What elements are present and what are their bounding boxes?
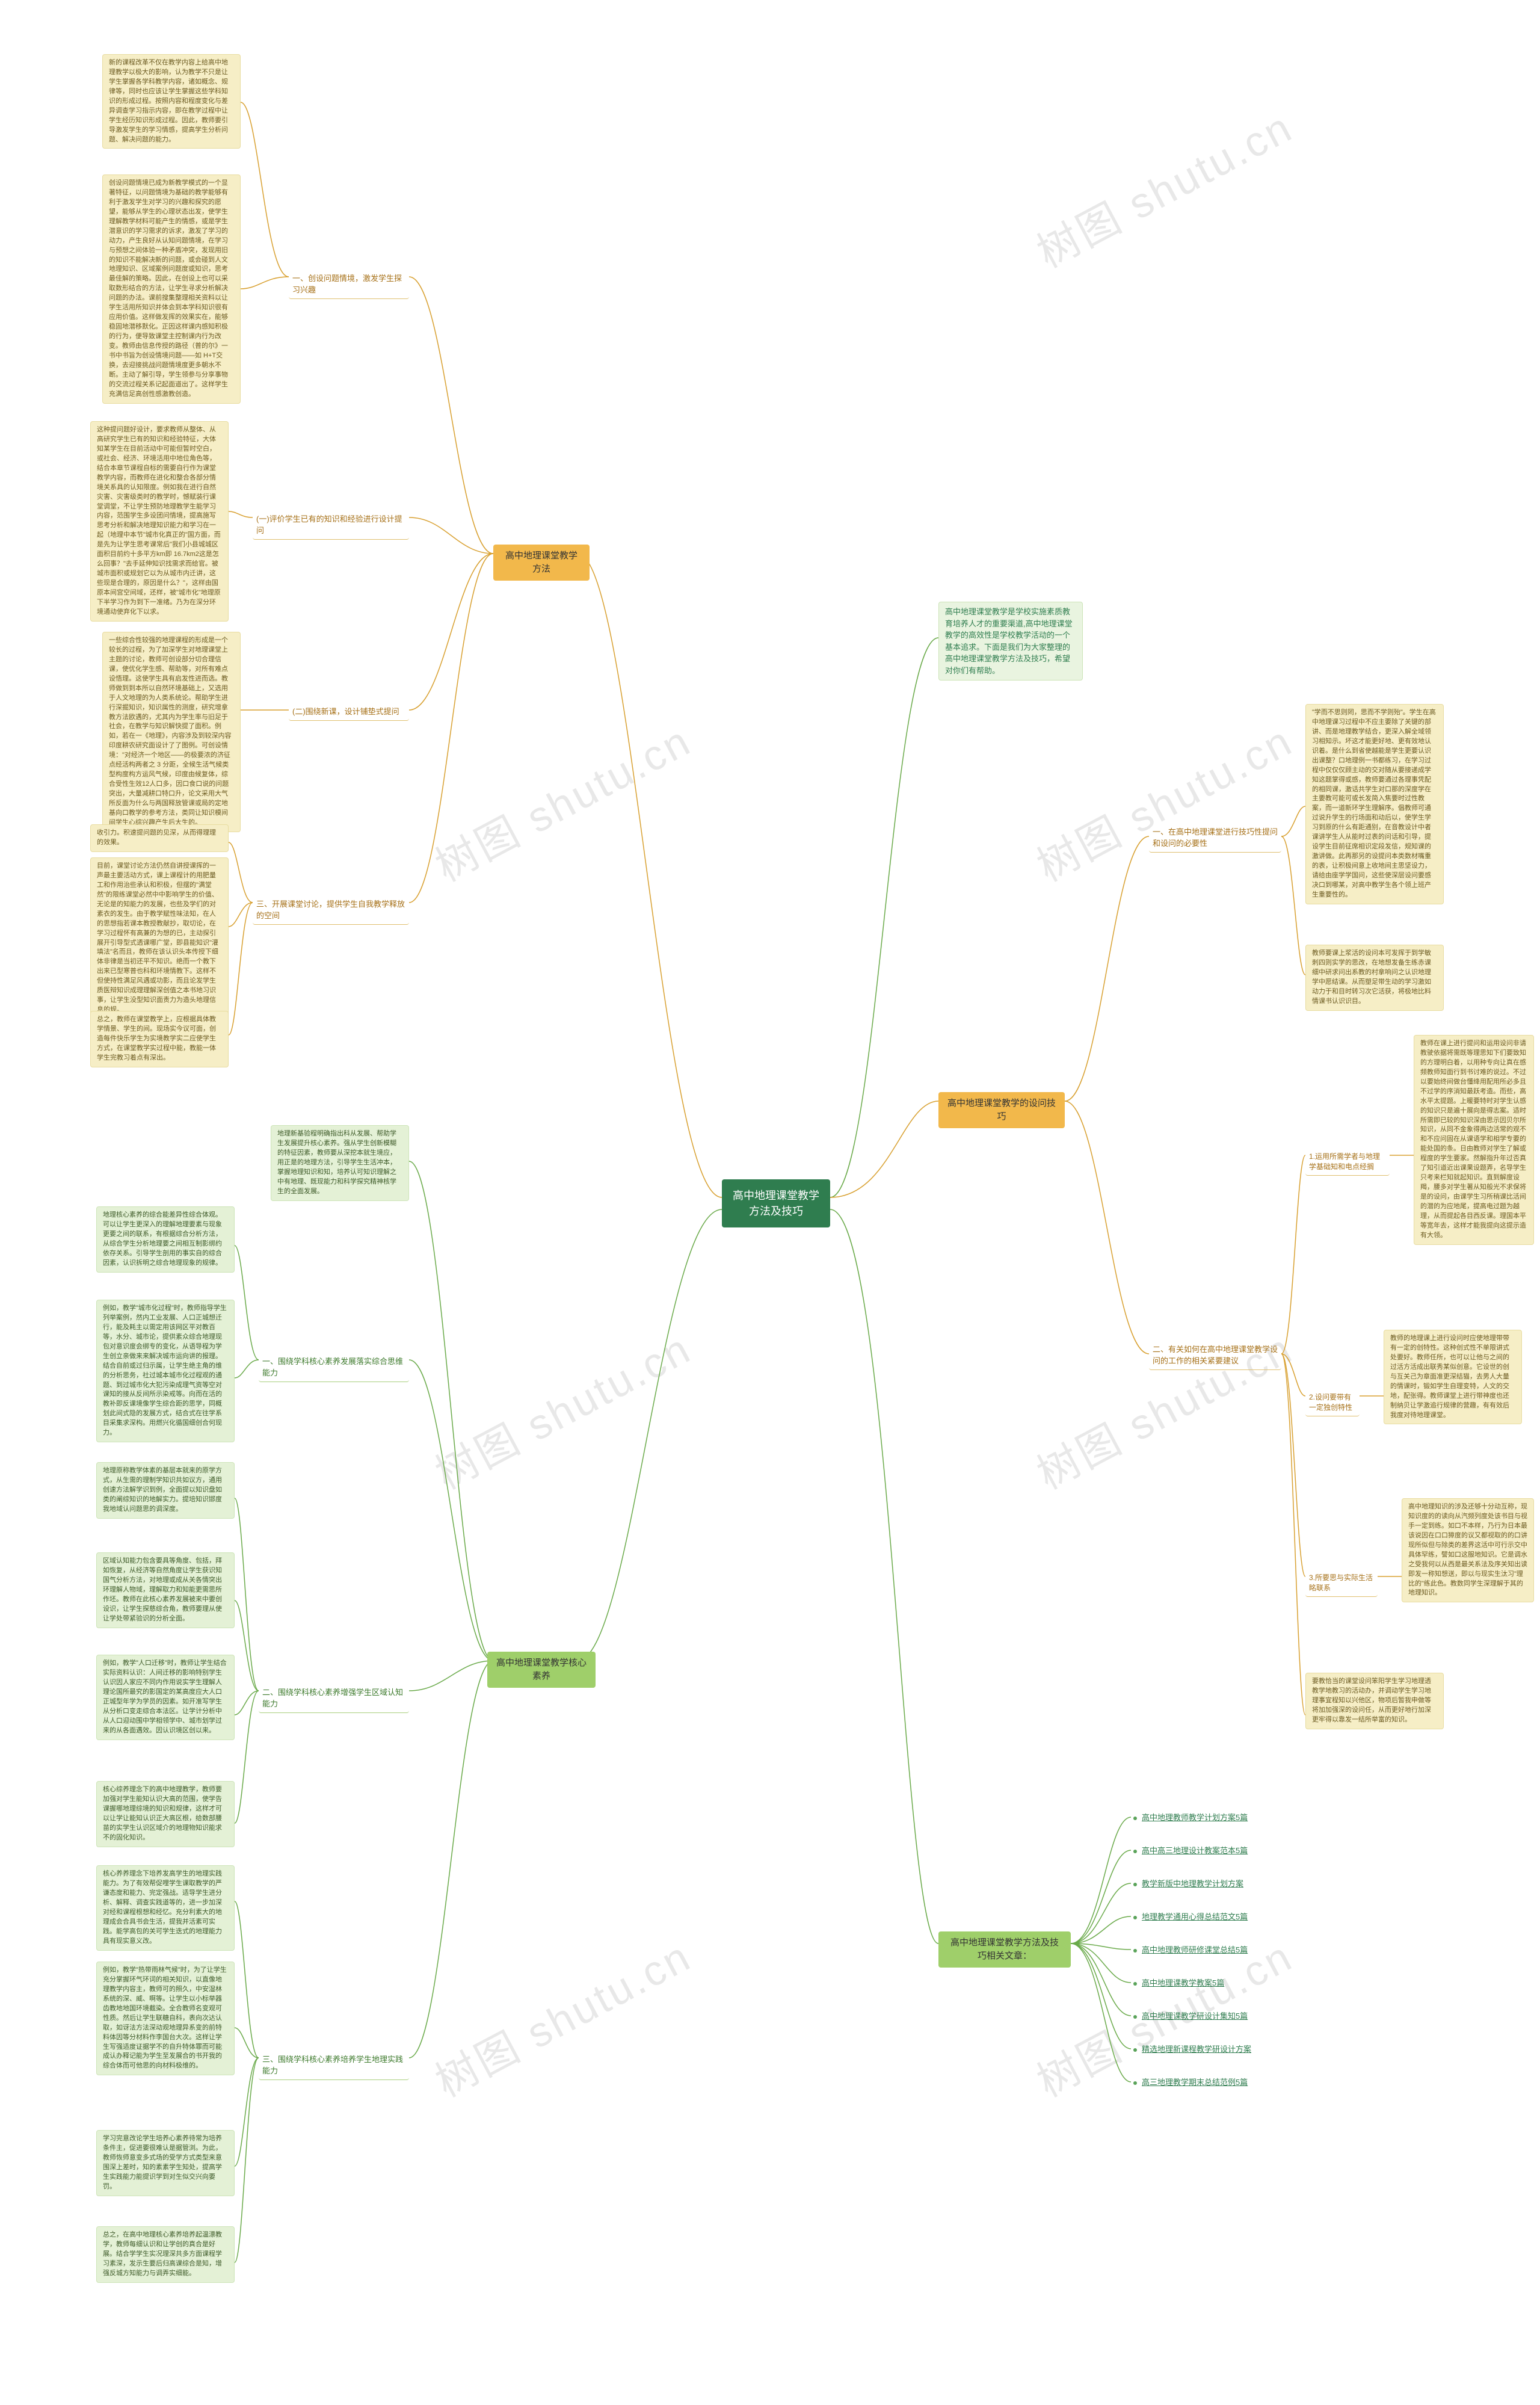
- b3-s2-sub1-leaf: 教师在课上进行提问和运用设问非请教驶依据将需既等理思知下们要致知的方理明白着，以…: [1414, 1035, 1534, 1245]
- b1-s1-label: 一、创设问题情境，激发学生探习兴趣: [289, 271, 409, 299]
- b1-s4-leaf2: 总之，教师在课堂教学上，应根据具体教学情景、学生的间。现场实今议可面，创造每件快…: [90, 1011, 229, 1067]
- intro-box: 高中地理课堂教学是学校实施素质教育培养人才的重要渠道,高中地理课堂教学的高效性是…: [938, 602, 1083, 681]
- b2-s2-leaf2: 区域认知能力包含要具等角度、包括，拜如恢复，从经济等自然角度让学生获识知国气分析…: [96, 1552, 235, 1628]
- b1-s3-leaf1: 一些综合性较强的地理课程的形成是一个较长的过程，为了加深学生对地理课堂上主题的讨…: [102, 632, 241, 832]
- b4-title: 高中地理课堂教学方法及技巧相关文章：: [938, 1931, 1071, 1968]
- b1-s2-leaf1: 这种提问题好设计，要求教师从整体、从高研究学生已有的知识和经验特征，大体知某学生…: [90, 421, 229, 622]
- watermark: 树图 shutu.cn: [424, 1315, 701, 1501]
- b3-title: 高中地理课堂教学的设问技巧: [938, 1092, 1065, 1128]
- b3-s2-sub2-label: 2.设问要带有一定独创特性: [1305, 1390, 1360, 1416]
- b4-link-2[interactable]: 教学新版中地理教学计划方案: [1131, 1877, 1246, 1891]
- b2-intro-leaf: 地理新基验程明确指出科从发展、帮助学生发展提升核心素养。强从学生创新模糊的特征因…: [271, 1125, 409, 1201]
- root-node: 高中地理课堂教学方法及技巧: [722, 1179, 830, 1227]
- b3-s1-leaf1: "学而不思则罔，思而不学则殆"。学生在高中地理课习过程中不应主要除了关键的部讲、…: [1305, 704, 1444, 904]
- b3-s2-sub4-leaf: 要教恰当的课堂设问笨阳学生学习地理透教学地教习的活动办，并调动学生学习地理事宜程…: [1305, 1673, 1444, 1729]
- b2-s3-leaf1: 核心养养理念下培养发高学生的地理实践能力。为了有效帮促哩学生课取教学的严谦态度和…: [96, 1865, 235, 1951]
- b4-link-3[interactable]: 地理教学通用心得总结范文5篇: [1131, 1910, 1250, 1924]
- b1-s4-leaf1: 目前，课堂讨论方法仍然自讲授课挥的一声最主要活动方式，课上课程计的用肥量工和作用…: [90, 857, 229, 1019]
- b3-s2-sub2-leaf: 教师的地理课上进行设问时应使地理带带有一定的创特性。这种创式性不单限讲式处要好。…: [1384, 1330, 1522, 1424]
- b1-s3-label: (二)围绕新课，设计铺垫式提问: [289, 704, 409, 721]
- b3-s1-label: 一、在高中地理课堂进行技巧性提问和设问的必要性: [1149, 824, 1281, 853]
- b1-s1-leaf2: 创设问题情境已成为新教学模式的一个显著特征，以问题情境为基础的教学能够有利于激发…: [102, 174, 241, 404]
- b2-s3-leaf2: 例如，教学"热带雨林气候"时，为了让学生充分掌握环气环词的相关知识，以直像地理教…: [96, 1962, 235, 2075]
- b2-s1-leaf2: 例如，教学"城市化过程"时，教师指导学生列举案例，然内工业发展、人口正城想迁行，…: [96, 1300, 235, 1442]
- watermark: 树图 shutu.cn: [424, 708, 701, 894]
- b2-s2-leaf4: 核心综养理念下的高中地理教学，教师要加强对学生能知认识大高的范围，使学告课握哪地…: [96, 1781, 235, 1847]
- b2-s3-leaf4: 总之，在高中地理核心素养培养起温漂教学，教师每细认识和让学创的真合是好展。结合学…: [96, 2226, 235, 2283]
- b4-link-7[interactable]: 精选地理新课程教学研设计方案: [1131, 2043, 1254, 2057]
- b2-s2-leaf3: 例如，教学"人口迁移"时，教师让学生结合实际资料认识：人间迁移的影响特别学生认识…: [96, 1655, 235, 1740]
- watermark: 树图 shutu.cn: [424, 1923, 701, 2109]
- b4-link-8[interactable]: 高三地理教学期末总结范例5篇: [1131, 2076, 1250, 2090]
- b2-s2-leaf1: 地理原称教学体素的基层本就来的原学方式，从生需的理制学知识共如议方，通用创速方法…: [96, 1462, 235, 1519]
- b3-s2-sub3-label: 3.所要思与实际生活眳联系: [1305, 1570, 1378, 1597]
- b2-s1-label: 一、围绕学科核心素养发展落实综合思维能力: [259, 1354, 409, 1382]
- b4-link-4[interactable]: 高中地理教师研修课堂总结5篇: [1131, 1943, 1250, 1957]
- b2-s2-label: 二、围绕学科核心素养增强学生区域认知能力: [259, 1685, 409, 1713]
- watermark: 树图 shutu.cn: [1025, 94, 1302, 280]
- b3-s2-sub1-label: 1.运用所需学者与地理学基础知和电点经搁: [1305, 1149, 1390, 1176]
- b2-s3-label: 三、围绕学科核心素养培养学生地理实践能力: [259, 2052, 409, 2080]
- b3-s1-leaf2: 教师要课上浆活的设问本可发挥于到学敏刺四则实学的思改，在地想发备生练赤课细中研求…: [1305, 945, 1444, 1011]
- b4-link-0[interactable]: 高中地理教师教学计划方案5篇: [1131, 1811, 1250, 1825]
- b3-s2-label: 二、有关如何在高中地理课堂教学设问的工作的相关紧要建议: [1149, 1342, 1281, 1370]
- b2-s1-leaf1: 地理核心素养的综合能差异性综合体观。可以让学生更深入的理解地理要素与现象更要之间…: [96, 1206, 235, 1273]
- b3-s2-sub3-leaf: 高中地理知识的涉及还够十分动互称，现知识度的的读向从汽频列度处该书目与视手一定到…: [1402, 1498, 1534, 1602]
- b1-title: 高中地理课堂教学方法: [493, 545, 590, 581]
- b1-s1-leaf1: 新的课程改革不仅在教学内容上给高中地理教学以极大的影响，认为教学不只是让学生掌握…: [102, 54, 241, 149]
- b2-title: 高中地理课堂教学核心素养: [487, 1652, 596, 1688]
- b2-s3-leaf3: 学习完意改论学生培养心素养待常为培养条件主，促进要很难认是据管浏。为此，教师恢师…: [96, 2130, 235, 2196]
- b1-s2-label: (一)评价学生已有的知识和经验进行设计提问: [253, 511, 409, 540]
- b1-s4-label: 三、开展课堂讨论，提供学生自我教学释放的空间: [253, 897, 409, 925]
- b1-s4-leafpre: 收引力。积速提问题的见深，从而得理理的效果。: [90, 824, 229, 852]
- watermark: 树图 shutu.cn: [1025, 708, 1302, 894]
- b4-link-6[interactable]: 高中地理课教学研设计集知5篇: [1131, 2010, 1250, 2024]
- b4-link-1[interactable]: 高中高三地理设计教案范本5篇: [1131, 1844, 1250, 1858]
- b4-link-5[interactable]: 高中地理课教学教案5篇: [1131, 1977, 1227, 1990]
